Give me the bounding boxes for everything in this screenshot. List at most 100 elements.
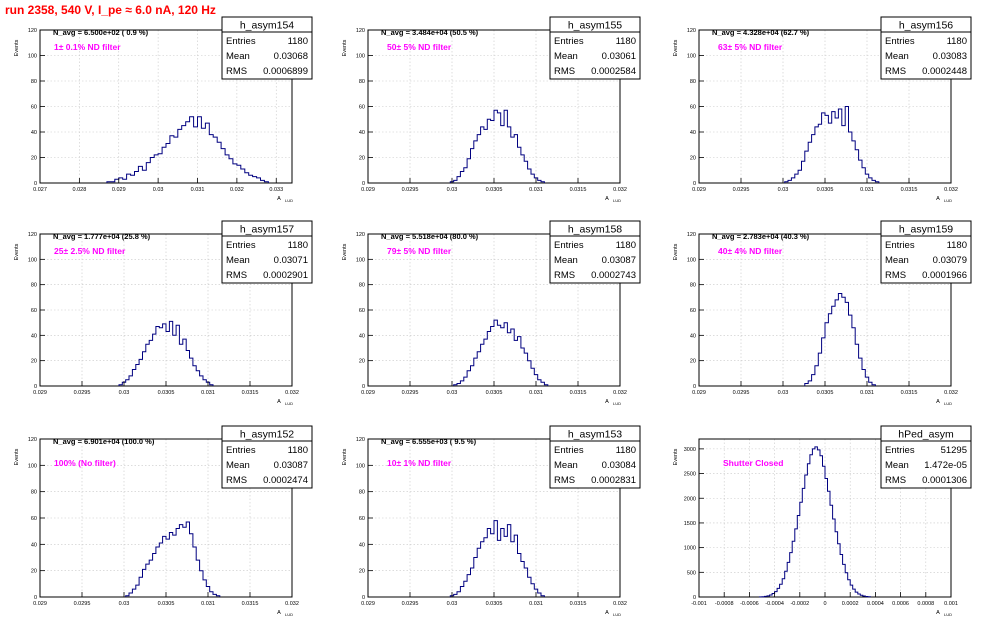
y-tick-label: 0: [362, 595, 365, 601]
x-tick-label: 0.029: [361, 601, 375, 607]
histogram-bin: [531, 368, 534, 386]
histogram-bin: [193, 547, 196, 597]
histogram-series: [118, 320, 214, 386]
histogram-series: [784, 106, 880, 183]
y-tick-label: 2500: [684, 472, 696, 478]
x-tick-label: 0.03: [119, 601, 130, 607]
histogram-bin: [159, 328, 162, 386]
x-tick-label: 0.0315: [570, 601, 587, 607]
histogram-bin: [153, 554, 156, 597]
histogram-bin: [528, 361, 531, 386]
navg-label: N_avg = 6.500e+02 ( 0.9 %): [53, 28, 149, 37]
stats-label: Entries: [885, 36, 915, 47]
histogram-name: hPed_asym: [898, 429, 954, 441]
histogram-bin: [842, 297, 845, 386]
histogram-panel-h_asym154: 0.027 0.028 0.029 0.03 0.031 0.032 0.033 0 20 40 6…: [14, 16, 313, 203]
histogram-bin: [792, 541, 795, 597]
histogram-bin: [460, 381, 463, 386]
histogram-bin: [127, 174, 131, 183]
y-tick-label: 60: [690, 308, 696, 314]
histogram-bin: [845, 573, 848, 597]
histogram-bin: [541, 182, 544, 183]
x-tick-label: 0.0295: [733, 390, 750, 396]
y-tick-label: 0: [693, 595, 696, 601]
histogram-bin: [170, 136, 174, 183]
histogram-series: [804, 293, 876, 386]
histogram-bin: [494, 320, 497, 386]
histogram-bin: [818, 353, 821, 386]
histogram-bin: [858, 594, 861, 597]
x-tick-label: 0.0295: [74, 390, 91, 396]
histogram-panel-h_asym157: 0.029 0.0295 0.03 0.0305 0.031 0.0315 0.032 0 20…: [14, 220, 313, 406]
x-tick-label: 0.001: [944, 601, 958, 607]
x-tick-label: 0.03: [447, 390, 458, 396]
histogram-bin: [146, 163, 150, 183]
y-tick-label: 120: [28, 437, 37, 443]
y-tick-label: 80: [359, 283, 365, 289]
histogram-bin: [119, 385, 122, 386]
y-tick-label: 120: [687, 232, 696, 238]
y-tick-label: 0: [362, 384, 365, 390]
x-tick-label: 0.032: [944, 390, 958, 396]
histogram-bin: [812, 449, 815, 597]
stats-box: [880, 425, 972, 489]
x-tick-label: 0.0305: [486, 390, 503, 396]
x-tick-label: 0.0305: [486, 601, 503, 607]
histogram-bin: [131, 175, 135, 183]
x-tick-label: -0.0006: [740, 601, 759, 607]
x-axis-title: A: [936, 610, 940, 616]
stats-box: [221, 425, 313, 489]
stats-value: 0.03087: [602, 255, 636, 266]
histogram-series: [449, 109, 545, 183]
histogram-bin: [149, 340, 152, 386]
stats-label: Entries: [554, 36, 584, 47]
stats-label: Entries: [885, 445, 915, 456]
histogram-bin: [221, 149, 225, 183]
navg-label: N_avg = 1.777e+04 (25.8 %): [53, 232, 151, 241]
histogram-bin: [196, 371, 199, 386]
y-tick-label: 60: [31, 105, 37, 111]
stats-box: [880, 220, 972, 284]
histogram-bin: [169, 532, 172, 597]
filter-annotation: 25± 2.5% ND filter: [54, 246, 126, 256]
stats-label: Mean: [226, 51, 250, 62]
y-axis-title: Events: [14, 448, 20, 465]
y-tick-label: 2000: [684, 496, 696, 502]
histogram-panel-h_asym153: 0.029 0.0295 0.03 0.0305 0.031 0.0315 0.032 0 20…: [342, 425, 641, 617]
histogram-bin: [203, 580, 206, 597]
filter-annotation: Shutter Closed: [723, 458, 783, 468]
y-tick-label: 100: [687, 257, 696, 263]
y-tick-label: 100: [356, 54, 365, 60]
histogram-bin: [213, 594, 216, 597]
x-tick-label: 0.0305: [817, 390, 834, 396]
histogram-bin: [872, 180, 875, 183]
histogram-bin: [166, 143, 170, 183]
histogram-bin: [153, 334, 156, 386]
stats-value: 1180: [288, 36, 308, 47]
histogram-bin: [135, 172, 139, 183]
histogram-bin: [808, 381, 811, 386]
histogram-bin: [860, 595, 863, 597]
x-tick-label: 0.0295: [733, 187, 750, 193]
x-tick-label: 0.029: [33, 390, 47, 396]
y-tick-label: 40: [31, 542, 37, 548]
histogram-bin: [817, 450, 820, 597]
histogram-bin: [132, 589, 135, 597]
histogram-bin: [797, 516, 800, 597]
y-axis-title: Events: [673, 448, 679, 465]
histogram-bin: [132, 370, 135, 386]
histogram-bin: [501, 328, 504, 386]
x-tick-label: 0.0315: [242, 390, 259, 396]
histogram-bin: [770, 595, 773, 597]
y-tick-label: 500: [687, 570, 696, 576]
stats-box: [880, 16, 972, 80]
x-axis-title-subscript: LUD: [944, 612, 952, 617]
histogram-bin: [477, 352, 480, 386]
histogram-bin: [203, 380, 206, 386]
histogram-bin: [822, 466, 825, 597]
y-tick-label: 20: [359, 156, 365, 162]
stats-value: 0.0006899: [263, 66, 308, 77]
histogram-bin: [200, 571, 203, 597]
x-tick-label: 0.0002: [842, 601, 859, 607]
histogram-bin: [528, 577, 531, 597]
